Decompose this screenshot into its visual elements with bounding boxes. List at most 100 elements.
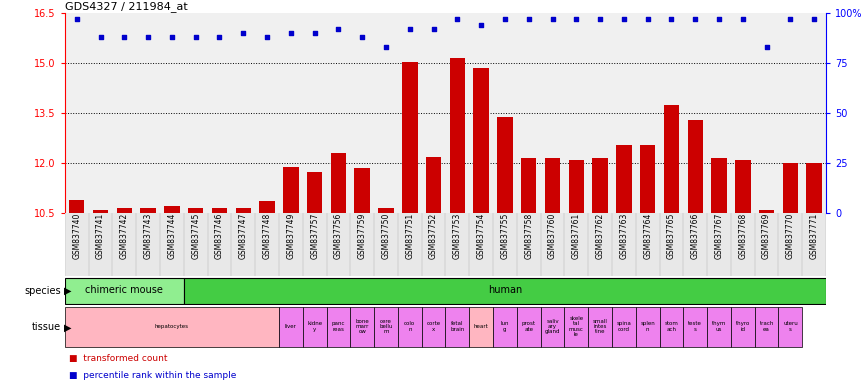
Point [474, 22, 488, 28]
Text: ▶: ▶ [64, 286, 72, 296]
Bar [426, 157, 441, 213]
Text: liver: liver [285, 324, 297, 329]
Point [213, 34, 227, 40]
Point [451, 17, 465, 23]
Text: trach
ea: trach ea [759, 321, 774, 332]
Text: chimeric mouse: chimeric mouse [86, 285, 163, 295]
Text: GSM837743: GSM837743 [144, 213, 152, 260]
Text: GSM837747: GSM837747 [239, 213, 247, 260]
Bar [184, 278, 826, 304]
Text: spina
cord: spina cord [617, 321, 631, 332]
Bar [445, 308, 469, 347]
Point [569, 17, 583, 23]
Bar [683, 308, 708, 347]
Text: GDS4327 / 211984_at: GDS4327 / 211984_at [65, 1, 188, 12]
Bar [521, 158, 536, 213]
Text: ■  percentile rank within the sample: ■ percentile rank within the sample [69, 371, 236, 380]
Point [426, 26, 440, 33]
Point [784, 17, 798, 23]
Bar [355, 168, 370, 213]
Bar [497, 117, 513, 213]
Text: GSM837746: GSM837746 [215, 213, 224, 260]
Text: panc
reas: panc reas [331, 321, 345, 332]
Bar [759, 210, 774, 213]
Text: GSM837745: GSM837745 [191, 213, 200, 260]
Text: stom
ach: stom ach [664, 321, 678, 332]
Point [522, 17, 535, 23]
Text: GSM837767: GSM837767 [714, 213, 723, 260]
Text: ■  transformed count: ■ transformed count [69, 354, 168, 362]
Bar [260, 202, 275, 213]
Bar [140, 208, 156, 213]
Bar [473, 68, 489, 213]
Bar [711, 158, 727, 213]
Bar [731, 308, 754, 347]
Text: GSM837748: GSM837748 [263, 213, 272, 259]
Point [403, 26, 417, 33]
Point [260, 34, 274, 40]
Point [70, 17, 84, 23]
Point [593, 17, 607, 23]
Point [736, 17, 750, 23]
Text: GSM837764: GSM837764 [644, 213, 652, 260]
Text: lun
g: lun g [501, 321, 509, 332]
Bar [164, 207, 180, 213]
Point [165, 34, 179, 40]
Text: thyro
id: thyro id [735, 321, 750, 332]
Bar [636, 308, 659, 347]
Bar [65, 308, 279, 347]
Bar [422, 308, 445, 347]
Text: hepatocytes: hepatocytes [155, 324, 189, 329]
Text: small
intes
tine: small intes tine [593, 319, 607, 334]
Text: GSM837758: GSM837758 [524, 213, 533, 259]
Point [712, 17, 726, 23]
Bar [283, 167, 298, 213]
Bar [350, 308, 375, 347]
Text: teste
s: teste s [689, 321, 702, 332]
Bar [612, 308, 636, 347]
Point [546, 17, 560, 23]
Text: GSM837741: GSM837741 [96, 213, 105, 259]
Bar [188, 208, 203, 213]
Bar [688, 120, 703, 213]
Text: GSM837770: GSM837770 [786, 213, 795, 260]
Bar [69, 200, 85, 213]
Bar [327, 308, 350, 347]
Text: GSM837762: GSM837762 [596, 213, 605, 259]
Text: splen
n: splen n [640, 321, 655, 332]
Text: GSM837742: GSM837742 [120, 213, 129, 259]
Bar [450, 58, 465, 213]
Text: cere
bellu
m: cere bellu m [380, 319, 393, 334]
Point [759, 44, 773, 50]
Point [141, 34, 155, 40]
Bar [806, 163, 822, 213]
Text: GSM837744: GSM837744 [168, 213, 176, 260]
Text: colo
n: colo n [404, 321, 415, 332]
Bar [402, 62, 418, 213]
Text: ▶: ▶ [64, 322, 72, 333]
Bar [568, 160, 584, 213]
Bar [93, 210, 108, 213]
Point [93, 34, 107, 40]
Bar [65, 213, 826, 276]
Point [498, 17, 512, 23]
Bar [330, 153, 346, 213]
Text: heart: heart [474, 324, 489, 329]
Text: GSM837751: GSM837751 [406, 213, 414, 259]
Bar [616, 145, 631, 213]
Text: thym
us: thym us [712, 321, 727, 332]
Point [331, 26, 345, 33]
Bar [517, 308, 541, 347]
Point [189, 34, 202, 40]
Bar [279, 308, 303, 347]
Point [118, 34, 131, 40]
Text: bone
marr
ow: bone marr ow [356, 319, 369, 334]
Point [308, 30, 322, 36]
Text: kidne
y: kidne y [307, 321, 322, 332]
Bar [593, 158, 608, 213]
Text: GSM837759: GSM837759 [358, 213, 367, 260]
Text: GSM837757: GSM837757 [311, 213, 319, 260]
Text: skele
tal
musc
le: skele tal musc le [569, 316, 584, 337]
Bar [65, 278, 184, 304]
Text: uteru
s: uteru s [783, 321, 798, 332]
